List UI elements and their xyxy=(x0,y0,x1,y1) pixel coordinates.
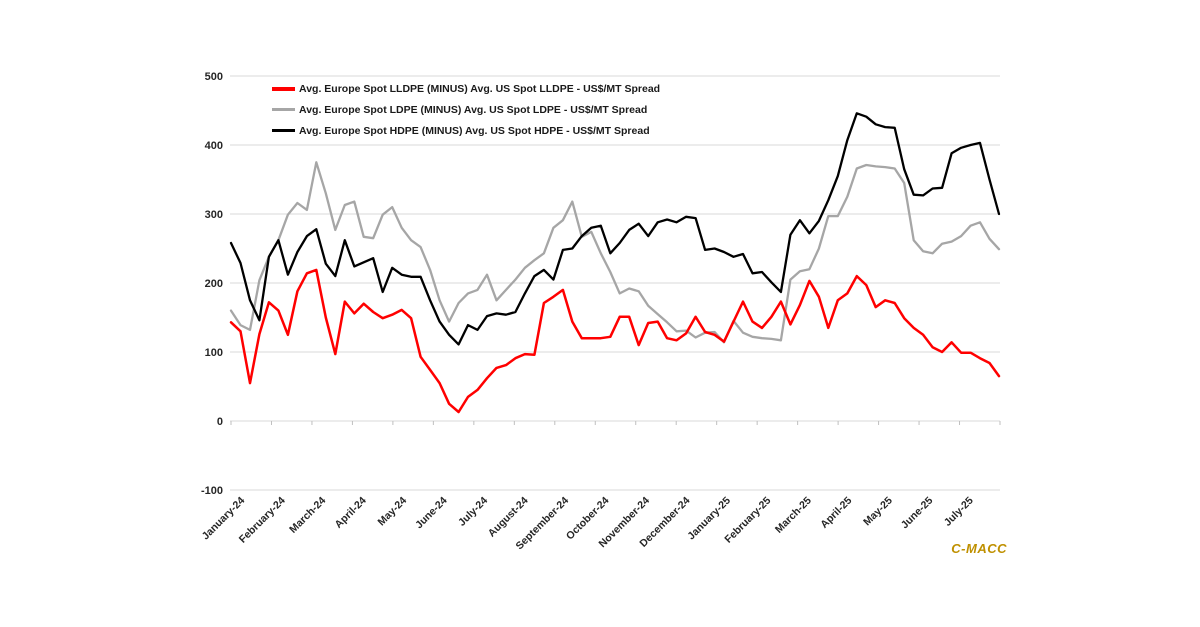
ldpe-legend-label: Avg. Europe Spot LDPE (MINUS) Avg. US Sp… xyxy=(299,103,648,116)
y-axis-tick-label: 400 xyxy=(205,140,223,152)
legend-item-ldpe: Avg. Europe Spot LDPE (MINUS) Avg. US Sp… xyxy=(272,103,660,116)
x-axis-tick-label: June-25 xyxy=(899,495,936,532)
y-axis-tick-label: -100 xyxy=(201,485,223,497)
chart-legend: Avg. Europe Spot LLDPE (MINUS) Avg. US S… xyxy=(272,82,660,137)
x-axis-tick-label: March-24 xyxy=(287,495,328,536)
series-line-ldpe-gray xyxy=(229,161,1001,344)
lldpe-legend-label: Avg. Europe Spot LLDPE (MINUS) Avg. US S… xyxy=(299,82,661,95)
lldpe-line-swatch xyxy=(272,86,295,91)
y-axis-tick-label: 300 xyxy=(205,209,223,221)
hdpe-legend-label: Avg. Europe Spot HDPE (MINUS) Avg. US Sp… xyxy=(299,124,650,137)
x-axis-tick-label: June-24 xyxy=(413,495,450,532)
x-axis-tick-label: March-25 xyxy=(773,495,814,536)
series-line-lldpe-red xyxy=(229,268,1001,414)
x-axis-tick-label: April-25 xyxy=(818,495,854,531)
x-axis-tick-label: July-25 xyxy=(942,495,976,529)
x-axis-tick-label: May-25 xyxy=(861,495,895,529)
x-axis-tick-label: July-24 xyxy=(456,495,490,529)
hdpe-line-swatch xyxy=(272,129,295,132)
x-axis-tick-label: April-24 xyxy=(333,495,369,531)
legend-item-hdpe: Avg. Europe Spot HDPE (MINUS) Avg. US Sp… xyxy=(272,124,660,137)
series-line-hdpe-black xyxy=(229,112,1001,346)
legend-item-lldpe: Avg. Europe Spot LLDPE (MINUS) Avg. US S… xyxy=(272,82,660,95)
y-axis-tick-label: 500 xyxy=(205,71,223,83)
y-axis-tick-label: 0 xyxy=(217,416,223,428)
y-axis-tick-label: 200 xyxy=(205,278,223,290)
cmacc-watermark: C-MACC xyxy=(951,541,1007,556)
x-axis-tick-label: May-24 xyxy=(376,495,410,529)
y-axis-tick-label: 100 xyxy=(205,347,223,359)
ldpe-line-swatch xyxy=(272,108,295,111)
